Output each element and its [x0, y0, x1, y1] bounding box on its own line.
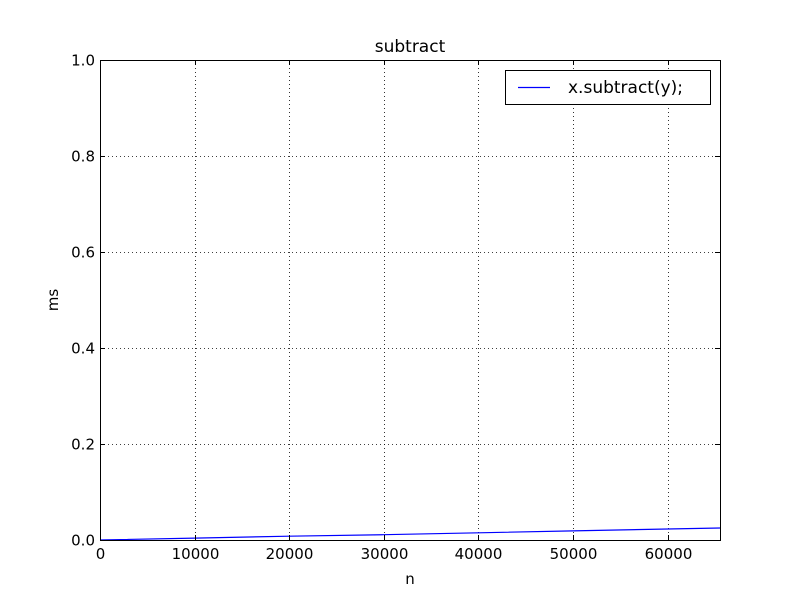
chart-title: subtract — [375, 37, 446, 57]
x-tick-label: 60000 — [645, 545, 693, 563]
x-tick-label: 20000 — [266, 545, 314, 563]
ticks: 0 10000 20000 30000 40000 50000 60000 0.0 0.2 0.4… — [71, 52, 720, 563]
series-line — [99, 527, 721, 541]
x-tick-label: 50000 — [550, 545, 598, 563]
series-layer — [99, 527, 721, 541]
plot-frame — [100, 60, 721, 541]
y-tick-label: 0.0 — [71, 532, 95, 550]
x-tick-label: 30000 — [361, 545, 409, 563]
y-tick-label: 0.6 — [71, 244, 95, 262]
grid — [100, 60, 720, 540]
legend: x.subtract(y); — [505, 70, 711, 105]
x-tick-label: 40000 — [455, 545, 503, 563]
legend-label: x.subtract(y); — [568, 78, 683, 98]
y-tick-label: 0.4 — [71, 340, 95, 358]
y-tick-label: 0.8 — [71, 148, 95, 166]
x-tick-label: 0 — [96, 545, 106, 563]
y-axis-label: ms — [44, 289, 62, 312]
x-axis-label: n — [405, 570, 415, 588]
y-tick-label: 0.2 — [71, 436, 95, 454]
y-tick-label: 1.0 — [71, 52, 95, 70]
x-tick-label: 10000 — [172, 545, 220, 563]
